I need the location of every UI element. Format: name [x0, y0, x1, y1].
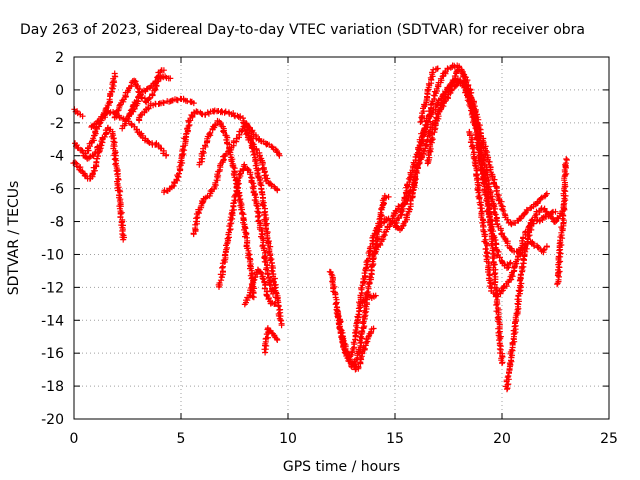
sdtvar-chart: Day 263 of 2023, Sidereal Day-to-day VTE… — [0, 0, 640, 480]
series-markers — [196, 118, 257, 300]
y-tick-label: -12 — [41, 280, 64, 296]
axis-ticks: 0 5 10 15 20 25-20-18-16-14-12-10-8-6-4-202 — [41, 50, 618, 447]
series-arc-16 — [262, 325, 281, 355]
y-tick-label: -4 — [50, 149, 64, 165]
x-axis-label: GPS time / hours — [283, 459, 400, 475]
series-markers — [112, 67, 167, 120]
series-markers — [70, 125, 127, 243]
data-points — [70, 63, 570, 393]
series-arc-9 — [161, 108, 282, 196]
x-tick-label: 15 — [386, 431, 404, 447]
series-arc-13 — [196, 118, 257, 300]
chart-container: Day 263 of 2023, Sidereal Day-to-day VTE… — [0, 0, 640, 480]
y-tick-label: -6 — [50, 182, 64, 198]
series-arc-3 — [70, 125, 127, 243]
y-tick-label: -2 — [50, 116, 64, 132]
y-tick-label: -8 — [50, 215, 64, 231]
y-tick-label: 2 — [55, 50, 64, 66]
x-tick-label: 0 — [70, 431, 79, 447]
y-tick-label: -14 — [41, 313, 64, 329]
series-arc-26 — [503, 209, 559, 393]
series-arc-7 — [112, 67, 167, 120]
x-tick-label: 25 — [600, 431, 618, 447]
y-tick-label: 0 — [55, 83, 64, 99]
x-tick-label: 5 — [177, 431, 186, 447]
y-tick-label: -10 — [41, 247, 64, 263]
series-markers — [161, 108, 282, 196]
y-tick-label: -18 — [41, 379, 64, 395]
x-tick-label: 20 — [493, 431, 511, 447]
y-tick-label: -16 — [41, 346, 64, 362]
chart-title: Day 263 of 2023, Sidereal Day-to-day VTE… — [20, 22, 585, 38]
x-tick-label: 10 — [279, 431, 297, 447]
y-axis-label: SDTVAR / TECUs — [6, 181, 22, 296]
series-markers — [262, 325, 281, 355]
y-tick-label: -20 — [41, 412, 64, 428]
series-markers — [503, 209, 559, 393]
